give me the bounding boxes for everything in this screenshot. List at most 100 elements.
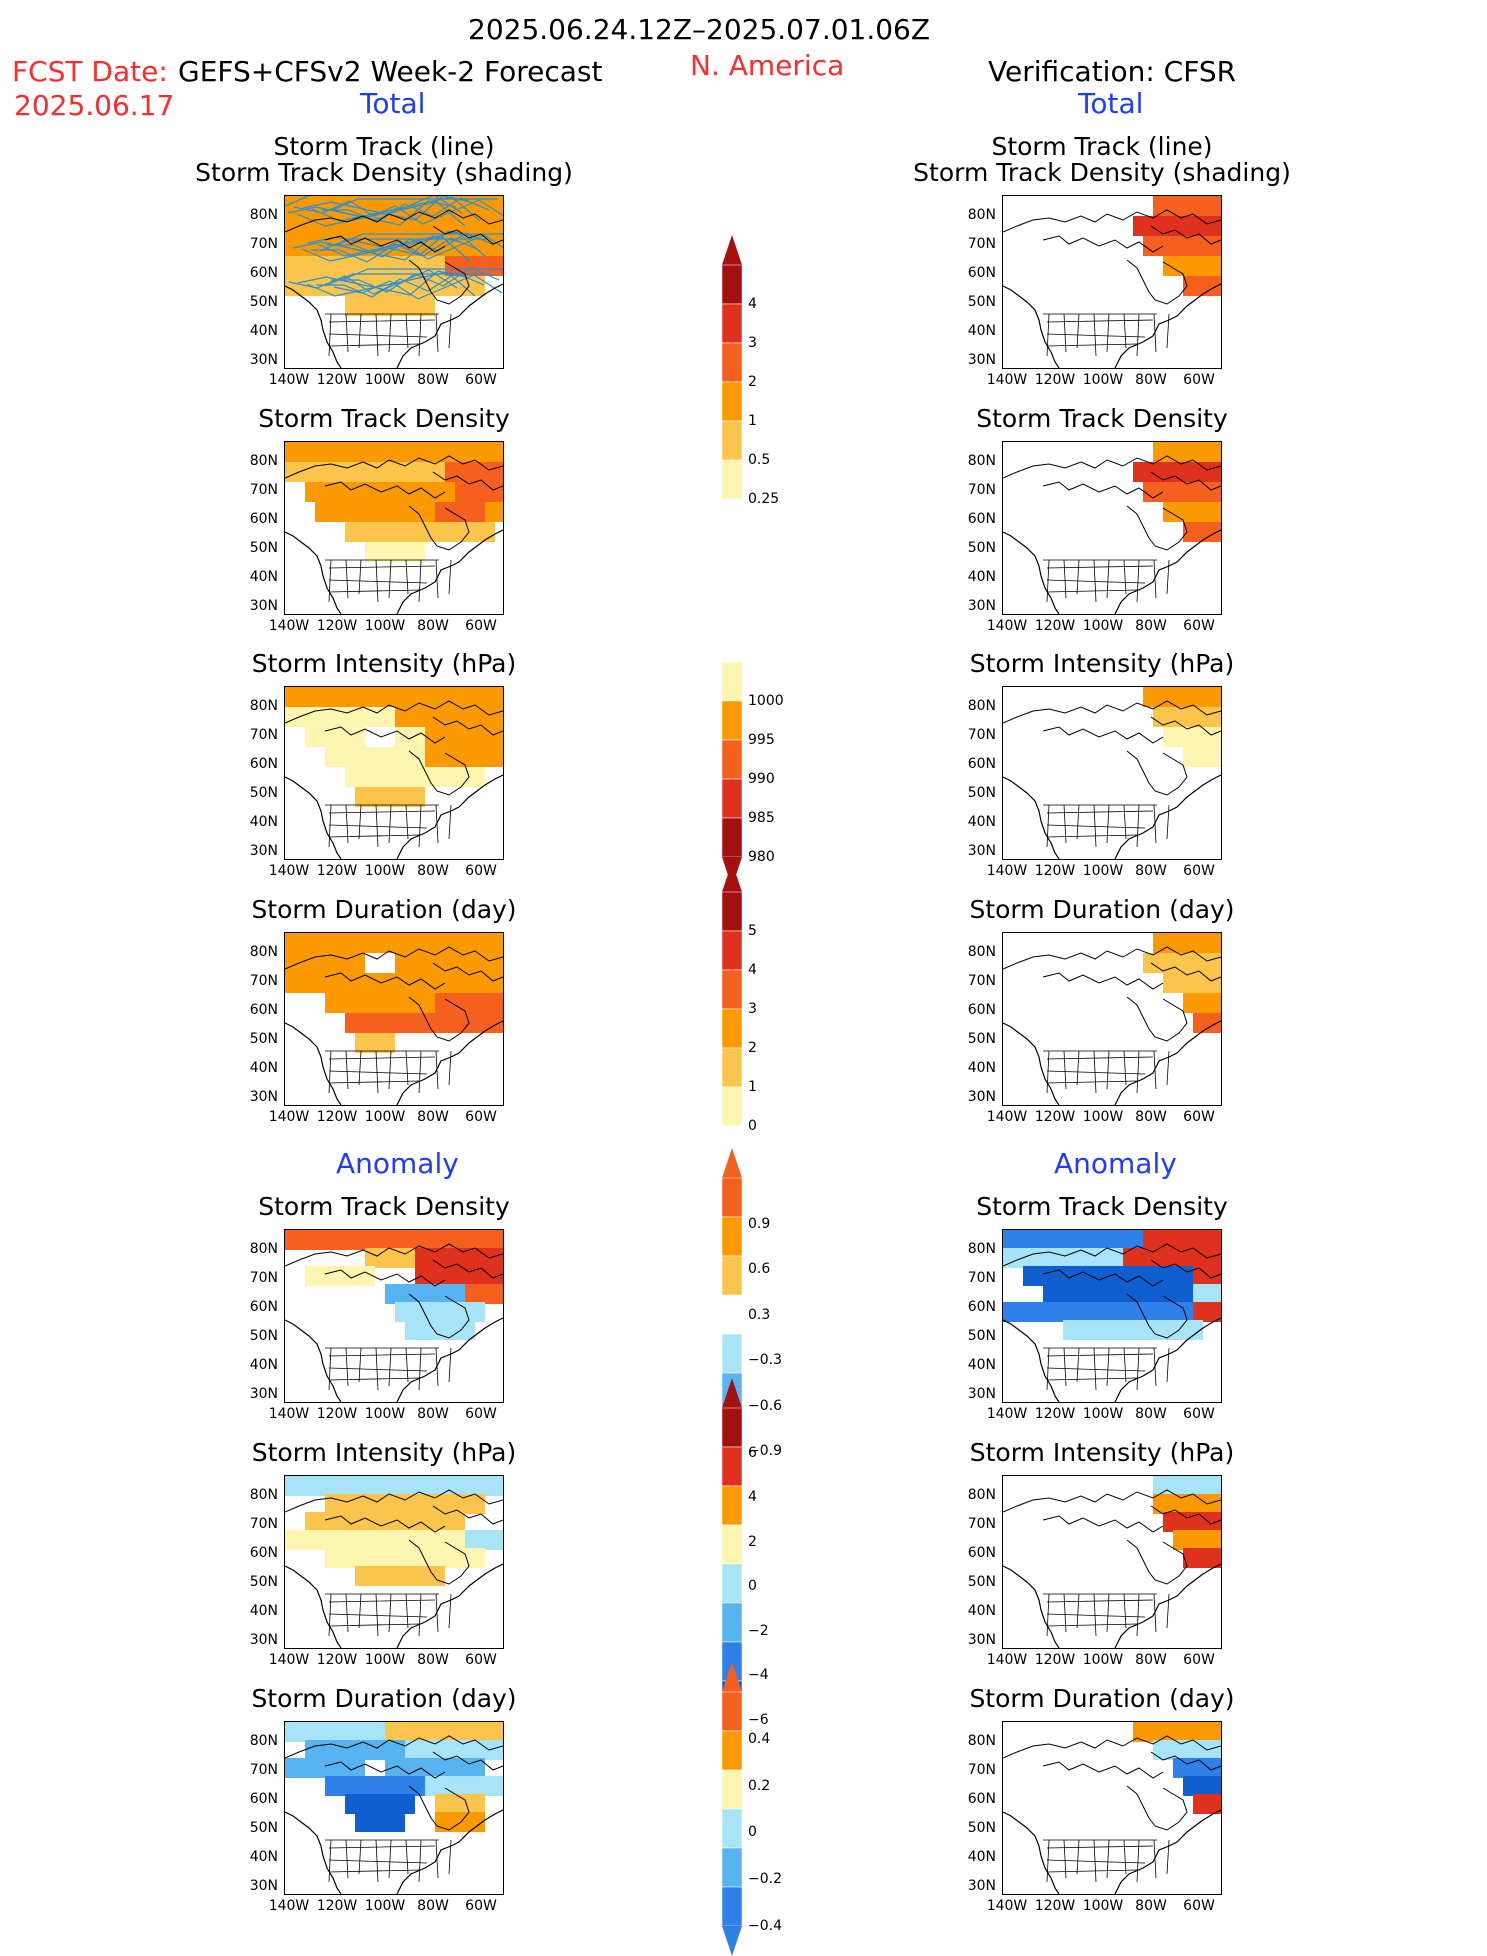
shade-cell (345, 522, 495, 542)
coastline-north (285, 946, 503, 1042)
colorbar-label: 1 (748, 1079, 757, 1095)
shade-cell (285, 1230, 503, 1250)
lat-label: 30N (249, 352, 278, 368)
shade-cell (1153, 442, 1221, 462)
coastline (1003, 1020, 1221, 1105)
title-left-2: Storm Track Density (258, 404, 510, 433)
lon-label: 100W (1082, 618, 1124, 634)
lat-label: 70N (967, 1516, 996, 1532)
lon-label: 60W (465, 372, 497, 388)
total-right-label: Total (1078, 87, 1144, 120)
anomaly-right-label: Anomaly (1054, 1147, 1177, 1180)
map-fcst-track (284, 195, 504, 369)
coastline-north (285, 1735, 503, 1831)
map-cfsr-intensity-anom (1002, 1475, 1222, 1649)
lon-label: 80W (1135, 618, 1167, 634)
track-line (297, 270, 467, 296)
track-line (333, 274, 503, 300)
cbar-segment (722, 1808, 742, 1849)
lon-label: 140W (986, 618, 1028, 634)
cfsr-density-svg (1003, 442, 1221, 614)
lon-label: 120W (1034, 1898, 1076, 1914)
coastline-north (285, 1243, 503, 1339)
lat-label: 60N (967, 756, 996, 772)
lat-label: 40N (249, 323, 278, 339)
colorbar-label: 0.2 (748, 1777, 771, 1794)
coastline-north (1003, 455, 1221, 551)
lat-label: 30N (967, 1632, 996, 1648)
lat-label: 50N (967, 1820, 996, 1836)
lat-label: 50N (249, 1031, 278, 1047)
lat-label: 70N (249, 482, 278, 498)
track-line (329, 198, 498, 212)
colorbar-label: 0.3 (748, 1306, 771, 1323)
lat-label: 40N (249, 1849, 278, 1865)
lon-label: 100W (1082, 1109, 1124, 1125)
lat-label: 60N (249, 1545, 278, 1561)
colorbar-label: 0 (748, 1578, 757, 1595)
shade-cell (325, 747, 425, 767)
cbar-segment (722, 1769, 742, 1810)
shade-cell (465, 1530, 503, 1550)
shade-cell (1123, 1248, 1221, 1268)
shade-cell (355, 787, 425, 807)
colorbar-label: 5 (748, 923, 757, 939)
shade-cell (1153, 1494, 1221, 1514)
colorbar-label: 980 (748, 849, 775, 865)
state-borders (1043, 1347, 1170, 1391)
lat-label: 70N (967, 482, 996, 498)
lat-label: 30N (967, 843, 996, 859)
lat-label: 80N (249, 698, 278, 714)
forecast-name: GEFS+CFSv2 Week-2 Forecast (178, 55, 603, 88)
cbar-segment (722, 817, 742, 858)
map-fcst-duration (284, 932, 504, 1106)
lat-label: 30N (249, 1386, 278, 1402)
lon-label: 100W (364, 618, 406, 634)
shade-cell (445, 462, 503, 482)
lat-label: 30N (249, 1089, 278, 1105)
lat-label: 70N (249, 727, 278, 743)
shade-cell (1153, 933, 1221, 953)
shade-cell (285, 256, 445, 276)
lon-label: 100W (1082, 1652, 1124, 1668)
lon-label: 120W (1034, 372, 1076, 388)
state-borders (325, 1347, 452, 1391)
shade-cell (395, 727, 425, 747)
lat-label: 80N (967, 1241, 996, 1257)
fcst-intensity-anom-svg (285, 1476, 503, 1648)
lat-label: 70N (249, 1762, 278, 1778)
shade-cell (405, 1740, 503, 1760)
lon-label: 100W (364, 1652, 406, 1668)
colorbar-label: 0 (748, 1824, 757, 1841)
lon-label: 80W (1135, 1652, 1167, 1668)
title-left-7: Storm Duration (day) (251, 1684, 517, 1713)
lat-label: 60N (249, 1299, 278, 1315)
colorbar-label: −0.4 (748, 1918, 782, 1934)
shade-cell (1163, 256, 1221, 276)
lon-label: 140W (268, 1652, 310, 1668)
shade-cell (285, 687, 503, 707)
shade-cell (1193, 1284, 1221, 1304)
shade-cell (1163, 1512, 1221, 1532)
shade-cell (1183, 522, 1221, 542)
coastline-north (1003, 700, 1221, 796)
lat-label: 60N (967, 1299, 996, 1315)
lon-label: 100W (1082, 1406, 1124, 1422)
shade-cell (1193, 1266, 1221, 1286)
track-line (301, 236, 471, 262)
lat-label: 60N (249, 1002, 278, 1018)
lon-label: 80W (1135, 863, 1167, 879)
lat-label: 80N (249, 453, 278, 469)
lon-label: 140W (986, 1109, 1028, 1125)
lat-label: 60N (967, 1791, 996, 1807)
state-borders (325, 1050, 452, 1094)
lon-label: 100W (1082, 1898, 1124, 1914)
lat-label: 80N (967, 698, 996, 714)
shade-cell (405, 1320, 475, 1340)
lon-label: 120W (316, 1406, 358, 1422)
lon-label: 60W (465, 618, 497, 634)
shade-cell (395, 973, 503, 993)
lat-label: 40N (967, 1849, 996, 1865)
colorbar-label: 1000 (748, 693, 784, 709)
cbar-segment (722, 342, 742, 383)
